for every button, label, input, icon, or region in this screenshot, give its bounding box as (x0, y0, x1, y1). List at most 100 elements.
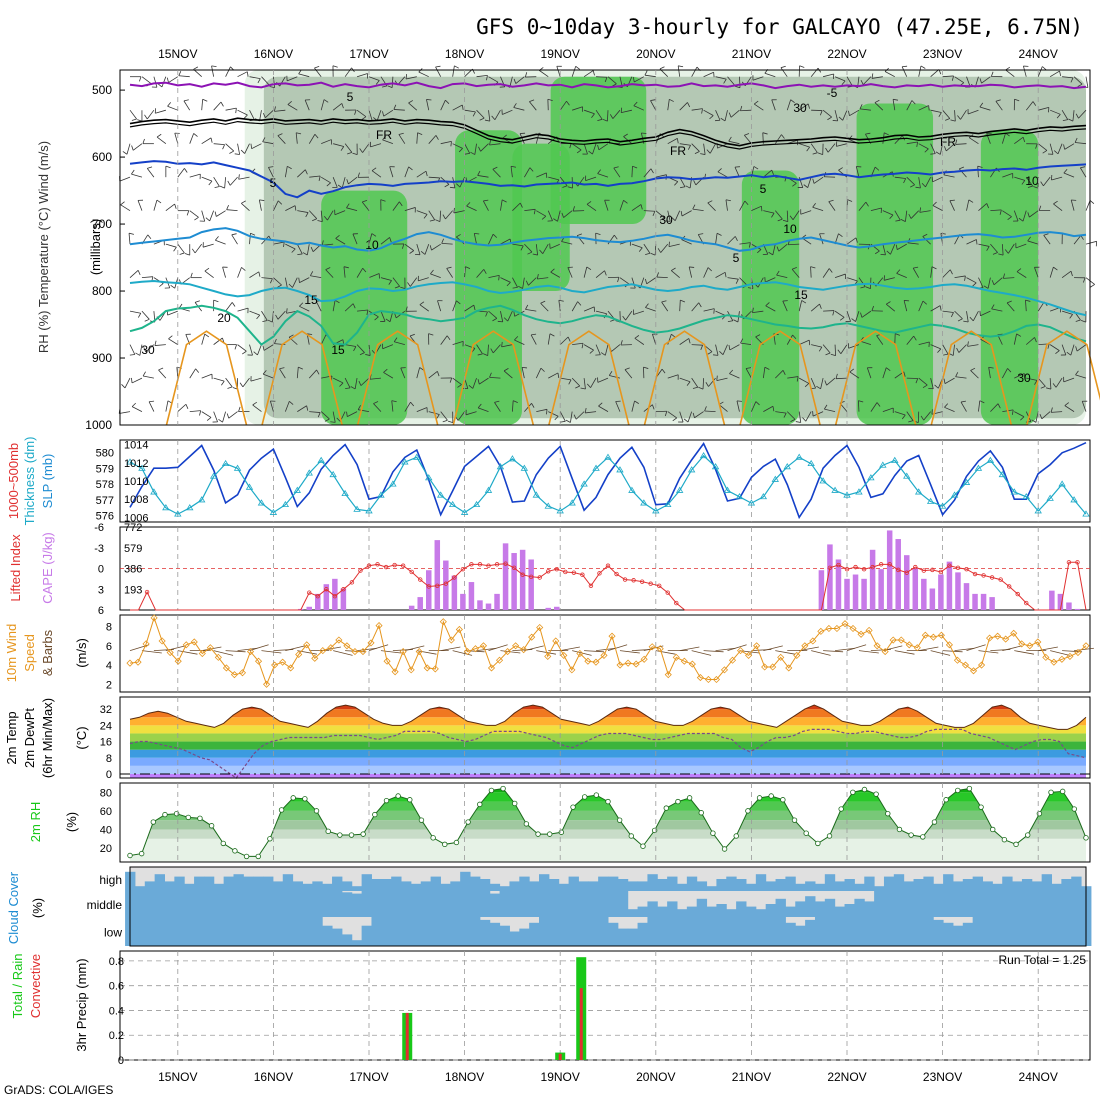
cloud-high-bar (627, 881, 639, 891)
wind-barb (681, 239, 692, 245)
wind-barb (1073, 76, 1083, 85)
wind-barb-flag (167, 102, 172, 107)
wind-barb-flag (1022, 137, 1026, 143)
wind-barb-flag (659, 66, 665, 70)
wind-barb (857, 400, 860, 412)
wind-barb-flag (874, 99, 880, 103)
cloud-units-line: (%) (30, 898, 45, 918)
wind-speed-point (479, 642, 488, 650)
wind-barb (954, 110, 956, 122)
wind-barb-flag (252, 401, 258, 406)
rh-point (838, 806, 844, 812)
cloud-high-bar (785, 876, 796, 891)
cloud-low-bar (144, 917, 156, 946)
wind-barb (798, 300, 803, 312)
wind-barb-flag (202, 98, 208, 102)
wind-barb (631, 400, 635, 412)
wind-barb (209, 210, 215, 222)
wind-barb (586, 204, 597, 211)
contour-label: 5 (760, 182, 767, 196)
wind-barb-10m (129, 644, 150, 651)
wind-barb-flag (723, 78, 727, 84)
wind-speed-point (471, 645, 480, 653)
wind-barb (945, 143, 955, 152)
thickness-point (914, 488, 923, 495)
cloud-low-bar (667, 917, 678, 946)
thickness-point (221, 459, 230, 467)
wind-barb-flag (802, 417, 807, 422)
wind-barb-flag (567, 186, 573, 189)
temp-tick: 0 (106, 769, 112, 781)
wind-barb (273, 277, 282, 286)
slp-tick: 1008 (124, 494, 148, 506)
wind-barb (643, 168, 652, 178)
cloud-low-bar (302, 917, 313, 946)
cloud-low-bar (174, 917, 185, 946)
wind-barb-flag (960, 400, 966, 403)
wind-barb-flag (992, 252, 998, 255)
wind-speed-point (319, 647, 327, 655)
lifted-index-point (878, 562, 884, 567)
wind-barb (167, 105, 178, 111)
wind-barb (308, 134, 316, 144)
wind-barb (1070, 344, 1075, 356)
wind-barb-flag (650, 99, 656, 101)
wind-barb (595, 310, 607, 315)
wind-barb-flag (968, 199, 974, 203)
wind-barb-flag (262, 137, 266, 142)
cloud-low-bar (992, 917, 1003, 946)
cloud-middle-bar (992, 891, 1003, 917)
wind-barb (263, 344, 274, 351)
wind-barb (980, 310, 991, 317)
wind-barb-flag (804, 383, 810, 388)
wind-barb (1001, 244, 1004, 256)
wind-barb-10m (297, 650, 318, 655)
wind-barb (211, 65, 215, 77)
wind-barb-flag (650, 168, 654, 174)
wind-barb-10m (966, 644, 986, 651)
wind-barb-flag (580, 387, 586, 390)
panel-slp-thickness: 576577578579580100610081010101210141000~… (6, 437, 1091, 525)
rh-point (663, 805, 669, 811)
cape-bar (886, 530, 893, 610)
wind-barb (452, 300, 457, 312)
wind-barb (287, 104, 298, 111)
isotherm-15 (129, 279, 1087, 317)
rh-point (698, 810, 704, 816)
thickness-point (532, 491, 541, 498)
wind-barb-flag (346, 411, 348, 417)
cloud-high-bar (263, 876, 274, 891)
wind-barb (225, 66, 231, 77)
wind-speed-point (624, 659, 632, 667)
rh-point (395, 793, 401, 799)
cloud-high-bar (1041, 874, 1053, 891)
wind-barb (213, 337, 223, 345)
wind-barb-flag (330, 421, 336, 423)
wind-barb (261, 310, 268, 321)
wind-barb (168, 76, 179, 83)
wind-speed-point (704, 675, 712, 684)
wind-barb (598, 143, 609, 151)
wind-barb-flag (901, 414, 906, 420)
cloud-low-bar (351, 940, 363, 946)
wind-barb-flag (1040, 386, 1046, 389)
cloud-high-bar (864, 876, 875, 891)
thickness-point (759, 492, 768, 500)
wind-barb (1078, 109, 1087, 119)
wind-barb-flag (1034, 337, 1037, 343)
wind-barb (966, 199, 970, 211)
wind-barb (306, 244, 310, 256)
wind-barb (476, 269, 485, 278)
wind-barb (871, 76, 883, 79)
wind-barb (634, 337, 645, 345)
cloud-high-bar (479, 879, 491, 891)
lifted-index-point (853, 564, 858, 570)
cape-bar (955, 572, 961, 610)
wind-barb (778, 243, 788, 252)
wind-barb-flag (470, 151, 476, 155)
wind-barb-flag (1039, 414, 1043, 419)
wind-barb-flag (250, 232, 256, 236)
wind-speed-point (817, 627, 825, 635)
wind-barb (745, 368, 752, 379)
wind-barb-flag (979, 310, 981, 316)
